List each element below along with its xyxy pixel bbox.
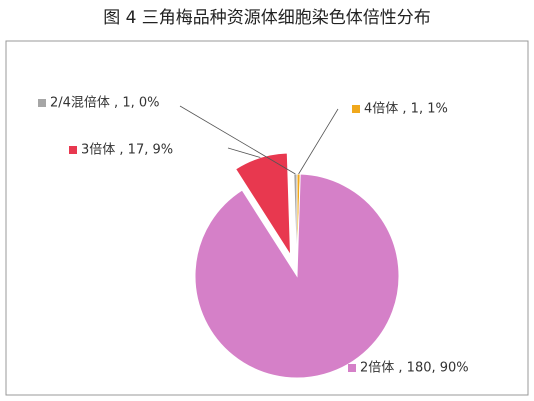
data-label: 4倍体 , 1, 1% [364, 102, 448, 117]
chart-title: 图 4 三角梅品种资源体细胞染色体倍性分布 [103, 8, 431, 28]
legend-marker [38, 99, 46, 107]
legend-marker [69, 146, 77, 154]
pie-slice [194, 173, 400, 379]
pie-slice [293, 173, 298, 277]
pie-slice [234, 152, 292, 257]
data-label: 2/4混倍体 , 1, 0% [50, 96, 159, 111]
leader-line [298, 108, 339, 175]
data-label: 2倍体 , 180, 90% [360, 361, 469, 376]
leader-line [227, 147, 261, 158]
data-label: 3倍体 , 17, 9% [81, 143, 173, 158]
leader-line [179, 105, 296, 175]
legend-marker [352, 105, 360, 113]
legend-marker [348, 364, 356, 372]
